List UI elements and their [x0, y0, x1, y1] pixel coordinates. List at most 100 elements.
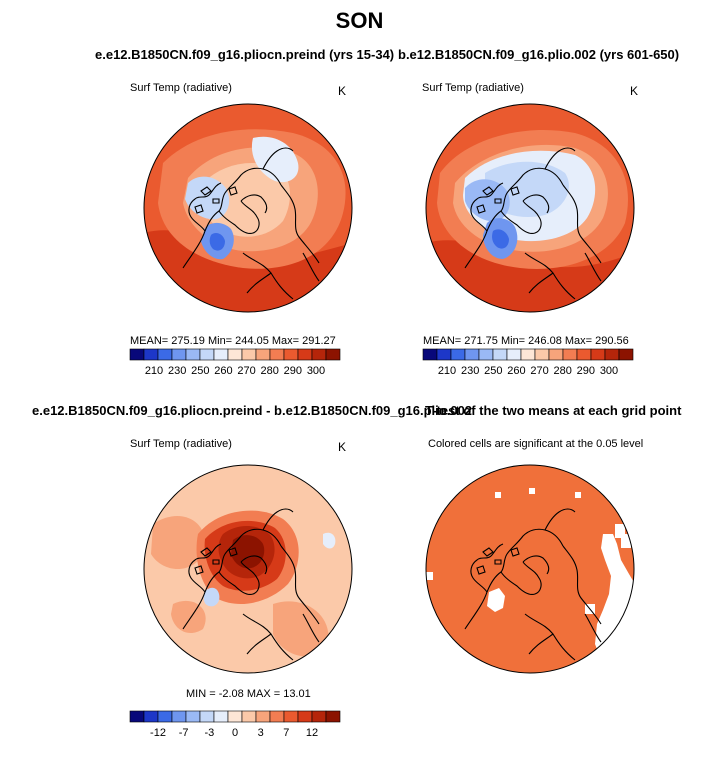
panel1-colorbar-tick-label: 300 — [307, 365, 325, 377]
map-boundary — [425, 464, 635, 674]
panel4-polar-map — [425, 464, 635, 674]
greenland-cooling — [203, 587, 220, 607]
panel3-colorbar-swatch — [297, 710, 313, 723]
panel3-colorbar-tick-label: -7 — [179, 727, 189, 739]
panel1-colorbar-tick-label: 230 — [168, 365, 186, 377]
map-boundary — [143, 464, 353, 674]
coastlines — [182, 508, 320, 661]
panel1-variable-label: Surf Temp (radiative) — [130, 82, 232, 94]
panel1-colorbar-swatch — [325, 348, 341, 361]
greenland-coldest — [209, 233, 225, 251]
insignificant-cell — [426, 572, 433, 580]
panel2-title: b.e12.B1850CN.f09_g16.plio.002 (yrs 601-… — [398, 47, 680, 62]
panel1-colorbar-tick-label: 210 — [145, 365, 163, 377]
panel4-variable-label: Colored cells are significant at the 0.0… — [428, 438, 644, 450]
panel3-colorbar-swatch — [185, 710, 201, 723]
panel2-colorbar-tick-label: 300 — [600, 365, 618, 377]
panel1-colorbar-swatch — [199, 348, 215, 361]
panel3-colorbar-swatch — [213, 710, 229, 723]
panel2-colorbar-tick-label: 290 — [577, 365, 595, 377]
panel2-colorbar-swatch — [534, 348, 550, 361]
warm-patch-west — [151, 515, 205, 569]
panel3-colorbar-tick-label: 0 — [232, 727, 238, 739]
coastlines — [464, 147, 602, 300]
panel1-polar-map — [143, 103, 353, 313]
panel2-colorbar-tick-label: 230 — [461, 365, 479, 377]
panel1-colorbar-swatch — [297, 348, 313, 361]
panel3-stats: MIN = -2.08 MAX = 13.01 — [186, 688, 311, 700]
panel2-colorbar-swatch — [464, 348, 480, 361]
panel3-colorbar-swatch — [227, 710, 243, 723]
panel2-stats: MEAN= 271.75 Min= 246.08 Max= 290.56 — [423, 335, 629, 347]
panel2-colorbar-swatch — [506, 348, 522, 361]
panel1-colorbar-tick-label: 250 — [191, 365, 209, 377]
insignificant-cell — [495, 492, 501, 498]
panel2-colorbar-swatch — [562, 348, 578, 361]
max-warming — [231, 535, 265, 569]
panel3-colorbar-tick-label: 3 — [258, 727, 264, 739]
panel2-colorbar-tick-label: 270 — [530, 365, 548, 377]
panel1-unit-label: K — [338, 84, 347, 98]
panel3-colorbar-swatch — [199, 710, 215, 723]
panel1-colorbar-swatch — [185, 348, 201, 361]
panel1-colorbar-swatch — [171, 348, 187, 361]
panel2-colorbar-tick-label: 250 — [484, 365, 502, 377]
panel1-colorbar-swatch — [143, 348, 159, 361]
panel3-colorbar-swatch — [283, 710, 299, 723]
cold-region-archipelago — [465, 179, 510, 222]
panel3-colorbar-tick-label: 12 — [306, 727, 318, 739]
panel2-polar-map — [425, 103, 635, 313]
panel3-colorbar-swatch — [157, 710, 173, 723]
panel2-colorbar-swatch — [478, 348, 494, 361]
panel2-colorbar-swatch — [492, 348, 508, 361]
panel1-colorbar-tick-label: 260 — [214, 365, 232, 377]
panel3-title: e.e12.B1850CN.f09_g16.pliocn.preind - b.… — [32, 403, 473, 418]
panel1-colorbar-swatch — [213, 348, 229, 361]
greenland-coldest — [492, 229, 509, 249]
panel2-colorbar-swatch — [422, 348, 438, 361]
insignificant-region-northeast — [615, 524, 631, 548]
panel2-colorbar: 210 230 250 260 270 280 290 300 — [422, 348, 634, 377]
panel2-colorbar-swatch — [618, 348, 634, 361]
panel1-colorbar-swatch — [269, 348, 285, 361]
slight-cooling-east — [323, 532, 336, 549]
map-field — [144, 465, 352, 673]
panel3-colorbar-swatch — [129, 710, 145, 723]
panel3-colorbar: -12 -7 -3 0 3 7 12 — [129, 710, 341, 739]
panel1-colorbar-swatch — [311, 348, 327, 361]
panel2-colorbar-swatch — [450, 348, 466, 361]
panel3-colorbar-tick-label: -3 — [204, 727, 214, 739]
panel2-colorbar-swatch — [436, 348, 452, 361]
warm-zone — [426, 240, 634, 312]
panel3-polar-map — [143, 464, 353, 674]
warm-patch-southeast — [273, 601, 329, 657]
panel1-colorbar-swatch — [227, 348, 243, 361]
map-field — [144, 104, 352, 312]
panel3-colorbar-swatch — [311, 710, 327, 723]
panel1-colorbar: 210 230 250 260 270 280 290 300 — [129, 348, 341, 377]
map-field — [426, 104, 634, 312]
panel1-colorbar-tick-label: 280 — [261, 365, 279, 377]
insignificant-cell — [529, 488, 535, 494]
figure-title: SON — [335, 8, 384, 33]
coastlines — [464, 508, 602, 661]
panel2-colorbar-swatch — [590, 348, 606, 361]
panel1-stats: MEAN= 275.19 Min= 244.05 Max= 291.27 — [130, 335, 336, 347]
panel2-variable-label: Surf Temp (radiative) — [422, 82, 524, 94]
insignificant-cell — [575, 492, 581, 498]
coastlines — [182, 147, 320, 300]
panel1-colorbar-swatch — [129, 348, 145, 361]
panel2-unit-label: K — [630, 84, 639, 98]
panel2-colorbar-tick-label: 210 — [438, 365, 456, 377]
panel1-colorbar-swatch — [241, 348, 257, 361]
panel1-colorbar-tick-label: 270 — [237, 365, 255, 377]
panel3-colorbar-tick-label: 7 — [283, 727, 289, 739]
panel3-colorbar-swatch — [255, 710, 271, 723]
panel1-title: e.e12.B1850CN.f09_g16.pliocn.preind (yrs… — [95, 47, 395, 62]
panel3-colorbar-tick-label: -12 — [150, 727, 166, 739]
panel2-colorbar-swatch — [576, 348, 592, 361]
panel2-colorbar-swatch — [520, 348, 536, 361]
cooler-zone — [201, 163, 290, 237]
panel4-title: T-test of the two means at each grid poi… — [425, 403, 682, 418]
panel2-colorbar-swatch — [604, 348, 620, 361]
